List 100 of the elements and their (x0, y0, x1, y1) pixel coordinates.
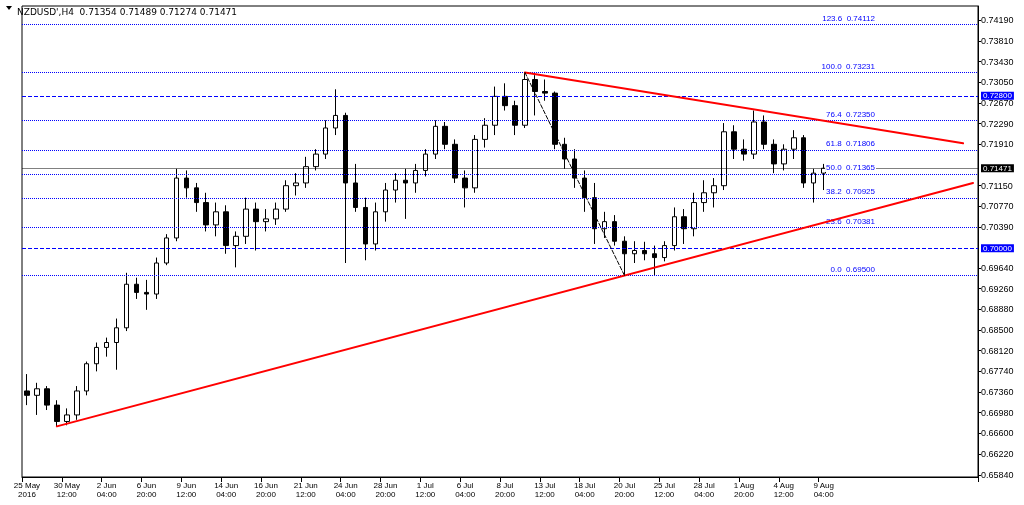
candlestick (662, 240, 667, 262)
x-tick-label: 28 Jun 20:00 (373, 481, 398, 499)
x-tick-label: 25 Jul 12:00 (653, 481, 676, 499)
candlestick (283, 179, 289, 213)
candlestick (711, 177, 717, 208)
candlestick (642, 241, 647, 261)
candlestick (393, 172, 398, 204)
y-tick-label: 0.69640 (981, 262, 1014, 273)
y-tick-label: 0.73430 (981, 56, 1014, 67)
candlestick (632, 240, 637, 264)
candlestick (213, 202, 219, 237)
candlestick (482, 117, 488, 149)
x-tick-label: 6 Jun 20:00 (136, 481, 158, 499)
y-tick-label: 0.67360 (981, 387, 1014, 398)
x-tick-label: 20 Jul 20:00 (613, 481, 636, 499)
y-tick-label: 0.65840 (981, 469, 1014, 480)
candlestick (323, 119, 328, 160)
y-tick-label: 0.68500 (981, 324, 1014, 335)
candlestick (542, 79, 548, 102)
candlestick (652, 245, 657, 276)
candlestick (164, 233, 169, 266)
y-tick-label: 0.68880 (981, 304, 1014, 315)
candlestick (502, 82, 508, 112)
x-tick-label: 9 Aug 04:00 (813, 481, 835, 499)
candlestick (194, 182, 199, 213)
ref-line-label: 123.6 0.74112 (822, 13, 876, 23)
x-tick-label: 1 Aug 20:00 (733, 481, 755, 499)
candlestick (104, 337, 109, 358)
y-tick-label: 0.73050 (981, 77, 1014, 88)
candlestick (791, 129, 797, 160)
candlestick (124, 272, 129, 332)
candlestick (233, 230, 239, 268)
ref-line-label: 0.71471 (983, 163, 1013, 173)
y-tick-label: 0.72290 (981, 118, 1014, 129)
ref-line-label: 76.4 0.72350 (826, 109, 876, 119)
candlestick (54, 399, 60, 427)
x-tick-label: 8 Jul 20:00 (494, 481, 516, 499)
y-tick-label: 0.71150 (981, 180, 1013, 191)
candlestick (731, 124, 737, 160)
ref-line-label: 50.0 0.71365 (826, 163, 876, 173)
y-tick-label: 0.74190 (981, 15, 1014, 26)
candlestick (263, 208, 269, 232)
x-tick-label: 21 Jun 12:00 (293, 481, 318, 499)
x-tick-label: 16 Jun 20:00 (253, 481, 278, 499)
y-tick-label: 0.66600 (981, 428, 1014, 439)
x-tick-label: 6 Jul 04:00 (455, 481, 476, 499)
y-tick-label: 0.71910 (981, 139, 1014, 150)
x-tick-label: 1 Jul 12:00 (415, 481, 436, 499)
candlestick (64, 407, 70, 426)
candlestick (373, 202, 378, 251)
candlestick (552, 90, 558, 150)
candlestick (512, 100, 518, 136)
candlestick (532, 74, 538, 116)
ref-line-label: 0.70000 (983, 243, 1013, 253)
candlestick (293, 172, 299, 196)
candlestick (442, 121, 448, 150)
candlestick (74, 385, 80, 421)
candlestick (134, 277, 139, 300)
candlestick (34, 382, 40, 416)
candlestick (24, 373, 30, 406)
ref-line-label: 38.2 0.70925 (826, 187, 876, 197)
candlestick (751, 110, 757, 160)
x-tick-label: 2 Jun 04:00 (96, 481, 118, 499)
ref-line-label: 0.72800 (983, 91, 1013, 101)
candlestick (592, 182, 597, 245)
ref-line-label: 100.0 0.73231 (821, 61, 876, 71)
candlestick (433, 119, 438, 160)
x-tick-label: 28 Jul 04:00 (693, 481, 716, 499)
y-tick-label: 0.66220 (981, 449, 1014, 460)
candlestick (761, 114, 767, 150)
ref-line-label: 61.8 0.71806 (826, 139, 876, 149)
y-tick-label: 0.67740 (981, 366, 1014, 377)
candlestick (114, 318, 119, 371)
candlestick (243, 197, 249, 245)
candlestick (223, 204, 229, 255)
y-tick-label: 0.73810 (981, 35, 1014, 46)
candlestick (701, 179, 707, 213)
candlestick (154, 257, 159, 300)
candlestick (691, 192, 697, 237)
y-tick-label: 0.70770 (981, 201, 1014, 212)
ref-line-label: 0.0 0.69500 (830, 265, 876, 275)
candlestick (144, 279, 149, 311)
candlestick (44, 385, 50, 411)
candlestick (84, 361, 89, 396)
x-tick-label: 30 May 12:00 (53, 481, 80, 499)
y-tick-label: 0.70390 (981, 222, 1014, 233)
x-tick-label: 25 May 2016 (13, 481, 41, 499)
candlestick (203, 192, 209, 232)
candlestick (333, 88, 338, 136)
candlestick (741, 138, 747, 162)
candlestick (681, 208, 687, 245)
candlestick (612, 214, 617, 247)
y-tick-label: 0.69260 (981, 283, 1014, 294)
chart-title: NZDUSD',H4 0.71354 0.71489 0.71274 0.71471 (17, 6, 238, 17)
x-tick-label: 24 Jun 04:00 (333, 481, 358, 499)
candlestick (253, 202, 259, 251)
y-tick-label: 0.66980 (981, 407, 1014, 418)
candlestick (363, 197, 368, 261)
candlestick (273, 202, 279, 226)
candlestick (94, 342, 99, 372)
